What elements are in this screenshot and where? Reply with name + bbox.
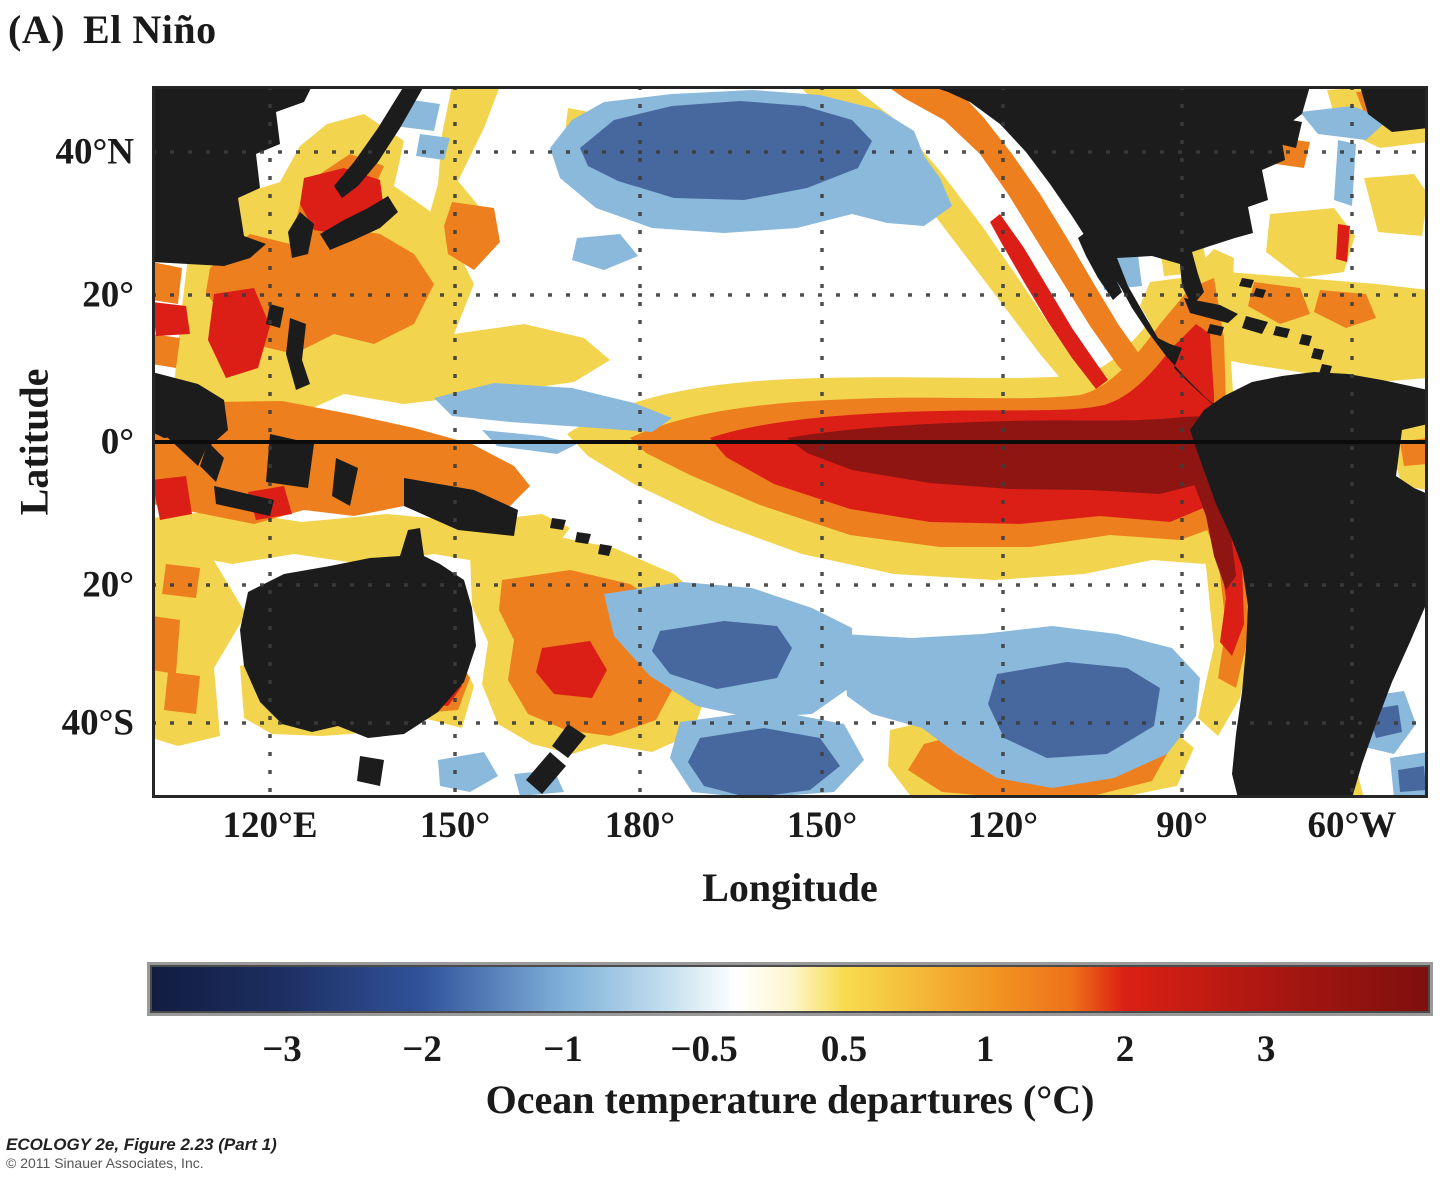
land-puerto-rico xyxy=(1273,326,1290,338)
land-celebes xyxy=(332,458,358,506)
map-frame xyxy=(152,86,1428,798)
land-hispaniola xyxy=(1242,316,1268,334)
map-canvas xyxy=(152,86,1428,798)
land-java xyxy=(214,486,274,516)
graticule xyxy=(152,86,1428,798)
figure-credits: ECOLOGY 2e, Figure 2.23 (Part 1) © 2011 … xyxy=(6,1134,277,1173)
land-tasmania xyxy=(357,756,384,786)
warm-anomaly-maroon xyxy=(787,416,1236,590)
land-jamaica xyxy=(1207,324,1224,336)
x-tick-label: 120°E xyxy=(222,805,318,846)
landmasses xyxy=(152,86,1428,798)
land-australia xyxy=(240,528,476,738)
land-greenland xyxy=(1360,86,1428,132)
credit-copyright: © 2011 Sinauer Associates, Inc. xyxy=(6,1155,204,1172)
x-tick-label: 90° xyxy=(1156,805,1208,846)
x-axis-title: Longitude xyxy=(702,865,878,910)
colorbar-label: Ocean temperature departures (°C) xyxy=(485,1077,1095,1122)
land-cuba xyxy=(1184,298,1238,323)
figure-title: (A) El Niño xyxy=(8,6,217,53)
credit-source: ECOLOGY 2e, Figure 2.23 (Part 1) xyxy=(6,1135,277,1154)
x-tick-label: 60°W xyxy=(1307,805,1397,846)
y-tick-label: 0° xyxy=(100,421,134,463)
panel-title-text: El Niño xyxy=(83,7,217,52)
land-korea xyxy=(288,212,314,258)
land-antilles xyxy=(1299,334,1312,346)
x-tick-label: 180° xyxy=(604,805,676,846)
land-bahamas xyxy=(1239,278,1254,288)
land-philippines xyxy=(286,318,310,390)
panel-label: (A) xyxy=(8,7,66,52)
colorbar-tick-label: 3 xyxy=(1256,1029,1276,1070)
land-newfoundland xyxy=(1266,116,1302,148)
land-malay xyxy=(200,442,224,482)
land-solomons xyxy=(550,518,566,530)
colorbar-tick-label: 1 xyxy=(975,1029,995,1070)
colorbar-tick-label: 2 xyxy=(1115,1029,1135,1070)
colorbar-ticks: −3 −2 −1 −0.5 0.5 1 2 3 xyxy=(147,1028,1433,1070)
land-new-guinea xyxy=(404,478,518,536)
x-axis-ticks: 120°E 150° 180° 150° 120° 90° 60°W xyxy=(152,804,1428,850)
land-borneo xyxy=(266,434,314,488)
land-north-america xyxy=(930,86,1310,430)
y-tick-label: 40°N xyxy=(55,131,134,173)
y-tick-label: 20° xyxy=(82,274,134,316)
colorbar-tick-label: −3 xyxy=(262,1029,302,1070)
land-japan xyxy=(320,196,398,250)
cool-anomaly-dark xyxy=(580,101,1426,798)
land-baja xyxy=(1078,232,1122,300)
x-tick-label: 120° xyxy=(967,805,1039,846)
land-new-zealand xyxy=(552,724,586,758)
temperature-colorbar xyxy=(147,962,1433,1016)
pacific-anomaly-map xyxy=(152,86,1428,798)
colorbar-tick-label: −0.5 xyxy=(670,1029,738,1070)
land-kamchatka xyxy=(334,86,424,198)
colorbar-tick-label: 0.5 xyxy=(820,1029,868,1070)
colorbar-tick-label: −1 xyxy=(543,1029,583,1070)
colorbar-tick-label: −2 xyxy=(402,1029,442,1070)
x-tick-label: 150° xyxy=(419,805,491,846)
land-indochina xyxy=(152,372,228,446)
y-tick-label: 40°S xyxy=(61,702,134,744)
land-asia xyxy=(152,86,312,266)
y-axis-ticks: 40°N 20° 0° 20° 40°S xyxy=(0,86,142,798)
y-tick-label: 20° xyxy=(82,564,134,606)
land-south-america xyxy=(1190,372,1428,798)
x-tick-label: 150° xyxy=(786,805,858,846)
